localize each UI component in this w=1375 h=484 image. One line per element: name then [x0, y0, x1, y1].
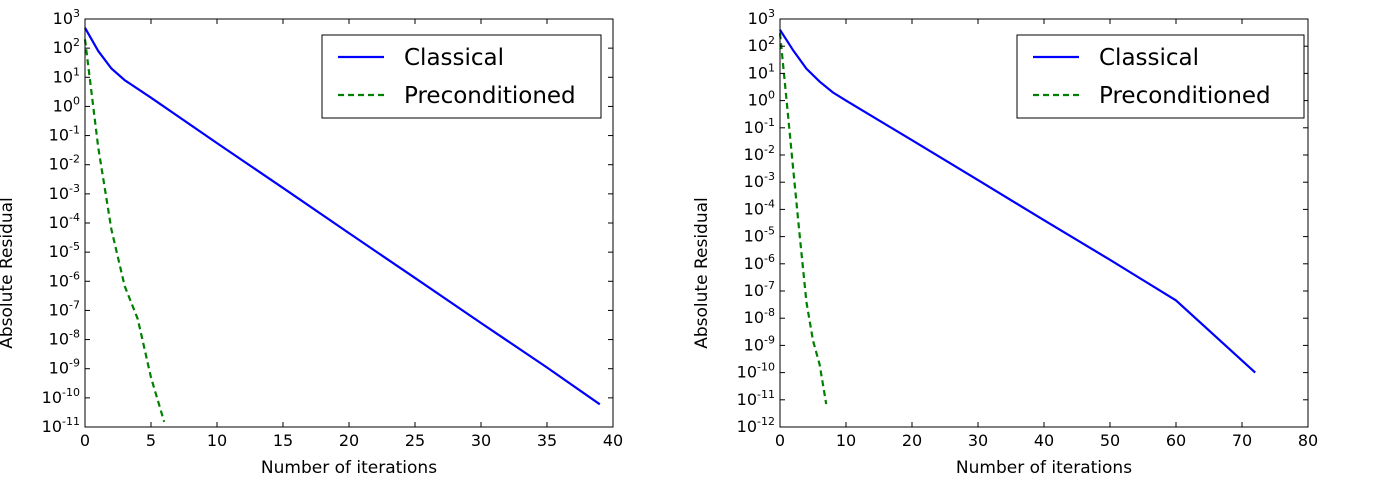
- legend-box: [1016, 34, 1305, 119]
- y-tick-label: 103: [748, 7, 775, 28]
- x-tick-label: 60: [1166, 431, 1186, 450]
- y-axis-label: Absolute Residual: [692, 197, 712, 349]
- legend-label-classical: Classical: [1099, 45, 1199, 71]
- chart-left: 0 5 10 15 20 25 30 35 40 10-11 10-10 10-9 10-8 10-7 10…: [0, 7, 623, 478]
- y-tick-label: 10-6: [744, 252, 775, 273]
- x-tick-label: 50: [1100, 431, 1120, 450]
- legend-label-preconditioned: Preconditioned: [1099, 83, 1271, 109]
- x-tick-label: 20: [902, 431, 922, 450]
- y-tick-label: 10-1: [49, 124, 80, 145]
- x-tick-label: 5: [146, 431, 156, 450]
- series-line-preconditioned: [83, 39, 166, 423]
- series-line-preconditioned: [778, 33, 828, 405]
- y-tick-label: 10-10: [42, 386, 80, 407]
- y-tick-label: 102: [748, 34, 775, 55]
- x-axis-label: Number of iterations: [956, 458, 1132, 478]
- y-tick-label: 10-9: [49, 357, 80, 378]
- y-tick-label: 10-5: [49, 240, 80, 261]
- y-tick-label: 101: [53, 65, 80, 86]
- y-tick-label: 10-11: [737, 388, 775, 409]
- x-tick-label: 10: [207, 431, 227, 450]
- series-line-classical: [84, 27, 601, 406]
- y-tick-label: 10-4: [49, 211, 80, 232]
- x-tick-label: 30: [471, 431, 491, 450]
- y-tick-label: 10-8: [49, 328, 80, 349]
- x-tick-label: 40: [1034, 431, 1054, 450]
- x-axis-label: Number of iterations: [261, 458, 437, 478]
- y-tick-label: 10-11: [42, 415, 80, 436]
- y-tick-label: 10-2: [744, 143, 775, 164]
- x-tick-label: 30: [968, 431, 988, 450]
- y-tick-label: 100: [53, 94, 80, 115]
- y-tick-label: 10-7: [744, 279, 775, 300]
- legend: Classical Preconditioned: [321, 34, 602, 119]
- y-tick-label: 10-9: [744, 333, 775, 354]
- y-tick-label: 10-6: [49, 269, 80, 290]
- y-tick-label: 10-7: [49, 298, 80, 319]
- x-tick-label: 70: [1232, 431, 1252, 450]
- x-tick-label: 10: [836, 431, 856, 450]
- y-tick-label: 103: [53, 7, 80, 28]
- y-tick-label: 100: [748, 89, 775, 110]
- y-axis-label: Absolute Residual: [0, 197, 17, 349]
- x-tick-label: 15: [273, 431, 293, 450]
- legend: Classical Preconditioned: [1016, 34, 1305, 119]
- y-tick-label: 10-3: [49, 182, 80, 203]
- y-tick-label: 10-1: [744, 116, 775, 137]
- x-tick-label: 80: [1298, 431, 1318, 450]
- y-tick-label: 10-4: [744, 197, 775, 218]
- x-tick-label: 25: [405, 431, 425, 450]
- y-tick-label: 10-10: [737, 361, 775, 382]
- y-tick-label: 10-2: [49, 153, 80, 174]
- x-tick-label: 40: [603, 431, 623, 450]
- series-line-classical: [779, 29, 1256, 374]
- x-tick-label: 35: [537, 431, 557, 450]
- x-tick-label: 0: [80, 431, 90, 450]
- y-tick-label: 102: [53, 36, 80, 57]
- y-tick-label: 10-3: [744, 170, 775, 191]
- legend-label-preconditioned: Preconditioned: [404, 83, 576, 109]
- y-tick-label: 10-5: [744, 225, 775, 246]
- y-tick-label: 10-12: [737, 415, 775, 436]
- x-tick-label: 20: [339, 431, 359, 450]
- chart-right: 0 10 20 30 40 50 60 70 80 10-12 10-11 10-10 10-9 10-8…: [692, 7, 1318, 478]
- y-tick-label: 10-8: [744, 306, 775, 327]
- y-tick-label: 101: [748, 61, 775, 82]
- legend-label-classical: Classical: [404, 45, 504, 71]
- x-tick-label: 0: [775, 431, 785, 450]
- legend-box: [321, 34, 602, 119]
